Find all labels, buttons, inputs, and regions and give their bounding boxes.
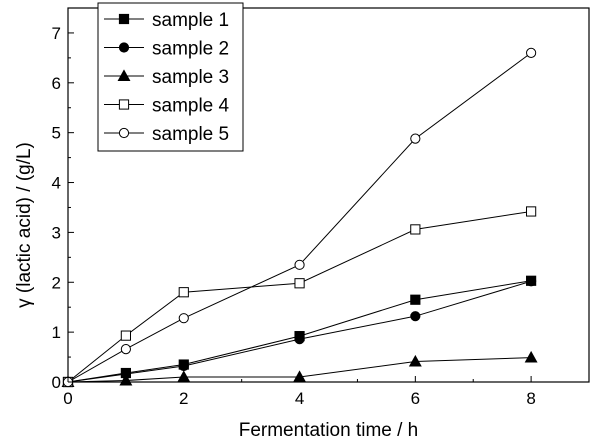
data-point-series-5	[526, 47, 537, 58]
y-axis-title: γ (lactic acid) / (g/L)	[14, 142, 35, 308]
data-point-series-5	[120, 343, 131, 355]
data-point-series-4	[526, 206, 537, 217]
legend-marker	[118, 13, 130, 25]
legend-label: sample 1	[152, 10, 229, 31]
data-point-series-1	[410, 294, 421, 305]
series-line-1	[67, 280, 532, 383]
x-tick-label: 4	[295, 389, 304, 408]
data-point-series-4	[178, 287, 189, 298]
data-point-series-2	[410, 311, 421, 322]
legend-marker	[118, 127, 130, 139]
series-line-3	[67, 357, 532, 383]
plot-border	[67, 7, 590, 383]
data-point-series-2	[526, 276, 537, 287]
data-point-series-2	[294, 334, 305, 345]
data-point-series-4	[294, 278, 305, 289]
legend-label: sample 4	[152, 96, 230, 117]
y-tick-label: 5	[52, 124, 61, 143]
data-point-series-5	[410, 133, 421, 144]
y-tick-label: 3	[52, 223, 61, 242]
data-point-series-3	[408, 354, 422, 367]
x-axis-title: Fermentation time / h	[239, 420, 419, 441]
x-tick-label: 0	[63, 389, 72, 408]
data-point-series-3	[524, 350, 538, 363]
y-tick-label: 0	[52, 373, 61, 392]
data-point-series-5	[178, 313, 189, 324]
legend-marker	[118, 42, 130, 53]
series-line-2	[67, 280, 532, 383]
y-tick-label: 7	[52, 24, 61, 43]
plot-area	[67, 7, 590, 383]
y-tick-label: 6	[52, 74, 61, 93]
data-point-series-5	[294, 259, 305, 270]
legend-label: sample 3	[152, 67, 229, 88]
data-point-series-4	[410, 224, 421, 235]
series-lines	[67, 52, 532, 383]
series-line-4	[67, 210, 532, 383]
data-point-series-2	[178, 360, 189, 372]
legend-marker	[117, 69, 131, 81]
x-tick-label: 2	[179, 389, 188, 408]
axis-ticks: 0 2 4 6 8 0 1 2 3 4 5 6 7	[52, 24, 536, 408]
legend-label: sample 2	[152, 39, 229, 60]
data-point-series-4	[120, 330, 131, 341]
series-markers	[61, 47, 538, 388]
y-tick-label: 2	[52, 273, 61, 292]
y-tick-label: 1	[52, 323, 61, 342]
x-tick-label: 8	[526, 389, 535, 408]
legend-marker	[118, 99, 130, 110]
legend: sample 1 sample 2 sample 3 sample 4 sample 5	[97, 2, 244, 152]
x-tick-label: 6	[411, 389, 420, 408]
y-tick-label: 4	[52, 174, 61, 193]
series-line-5	[67, 52, 532, 383]
legend-label: sample 5	[152, 124, 229, 145]
